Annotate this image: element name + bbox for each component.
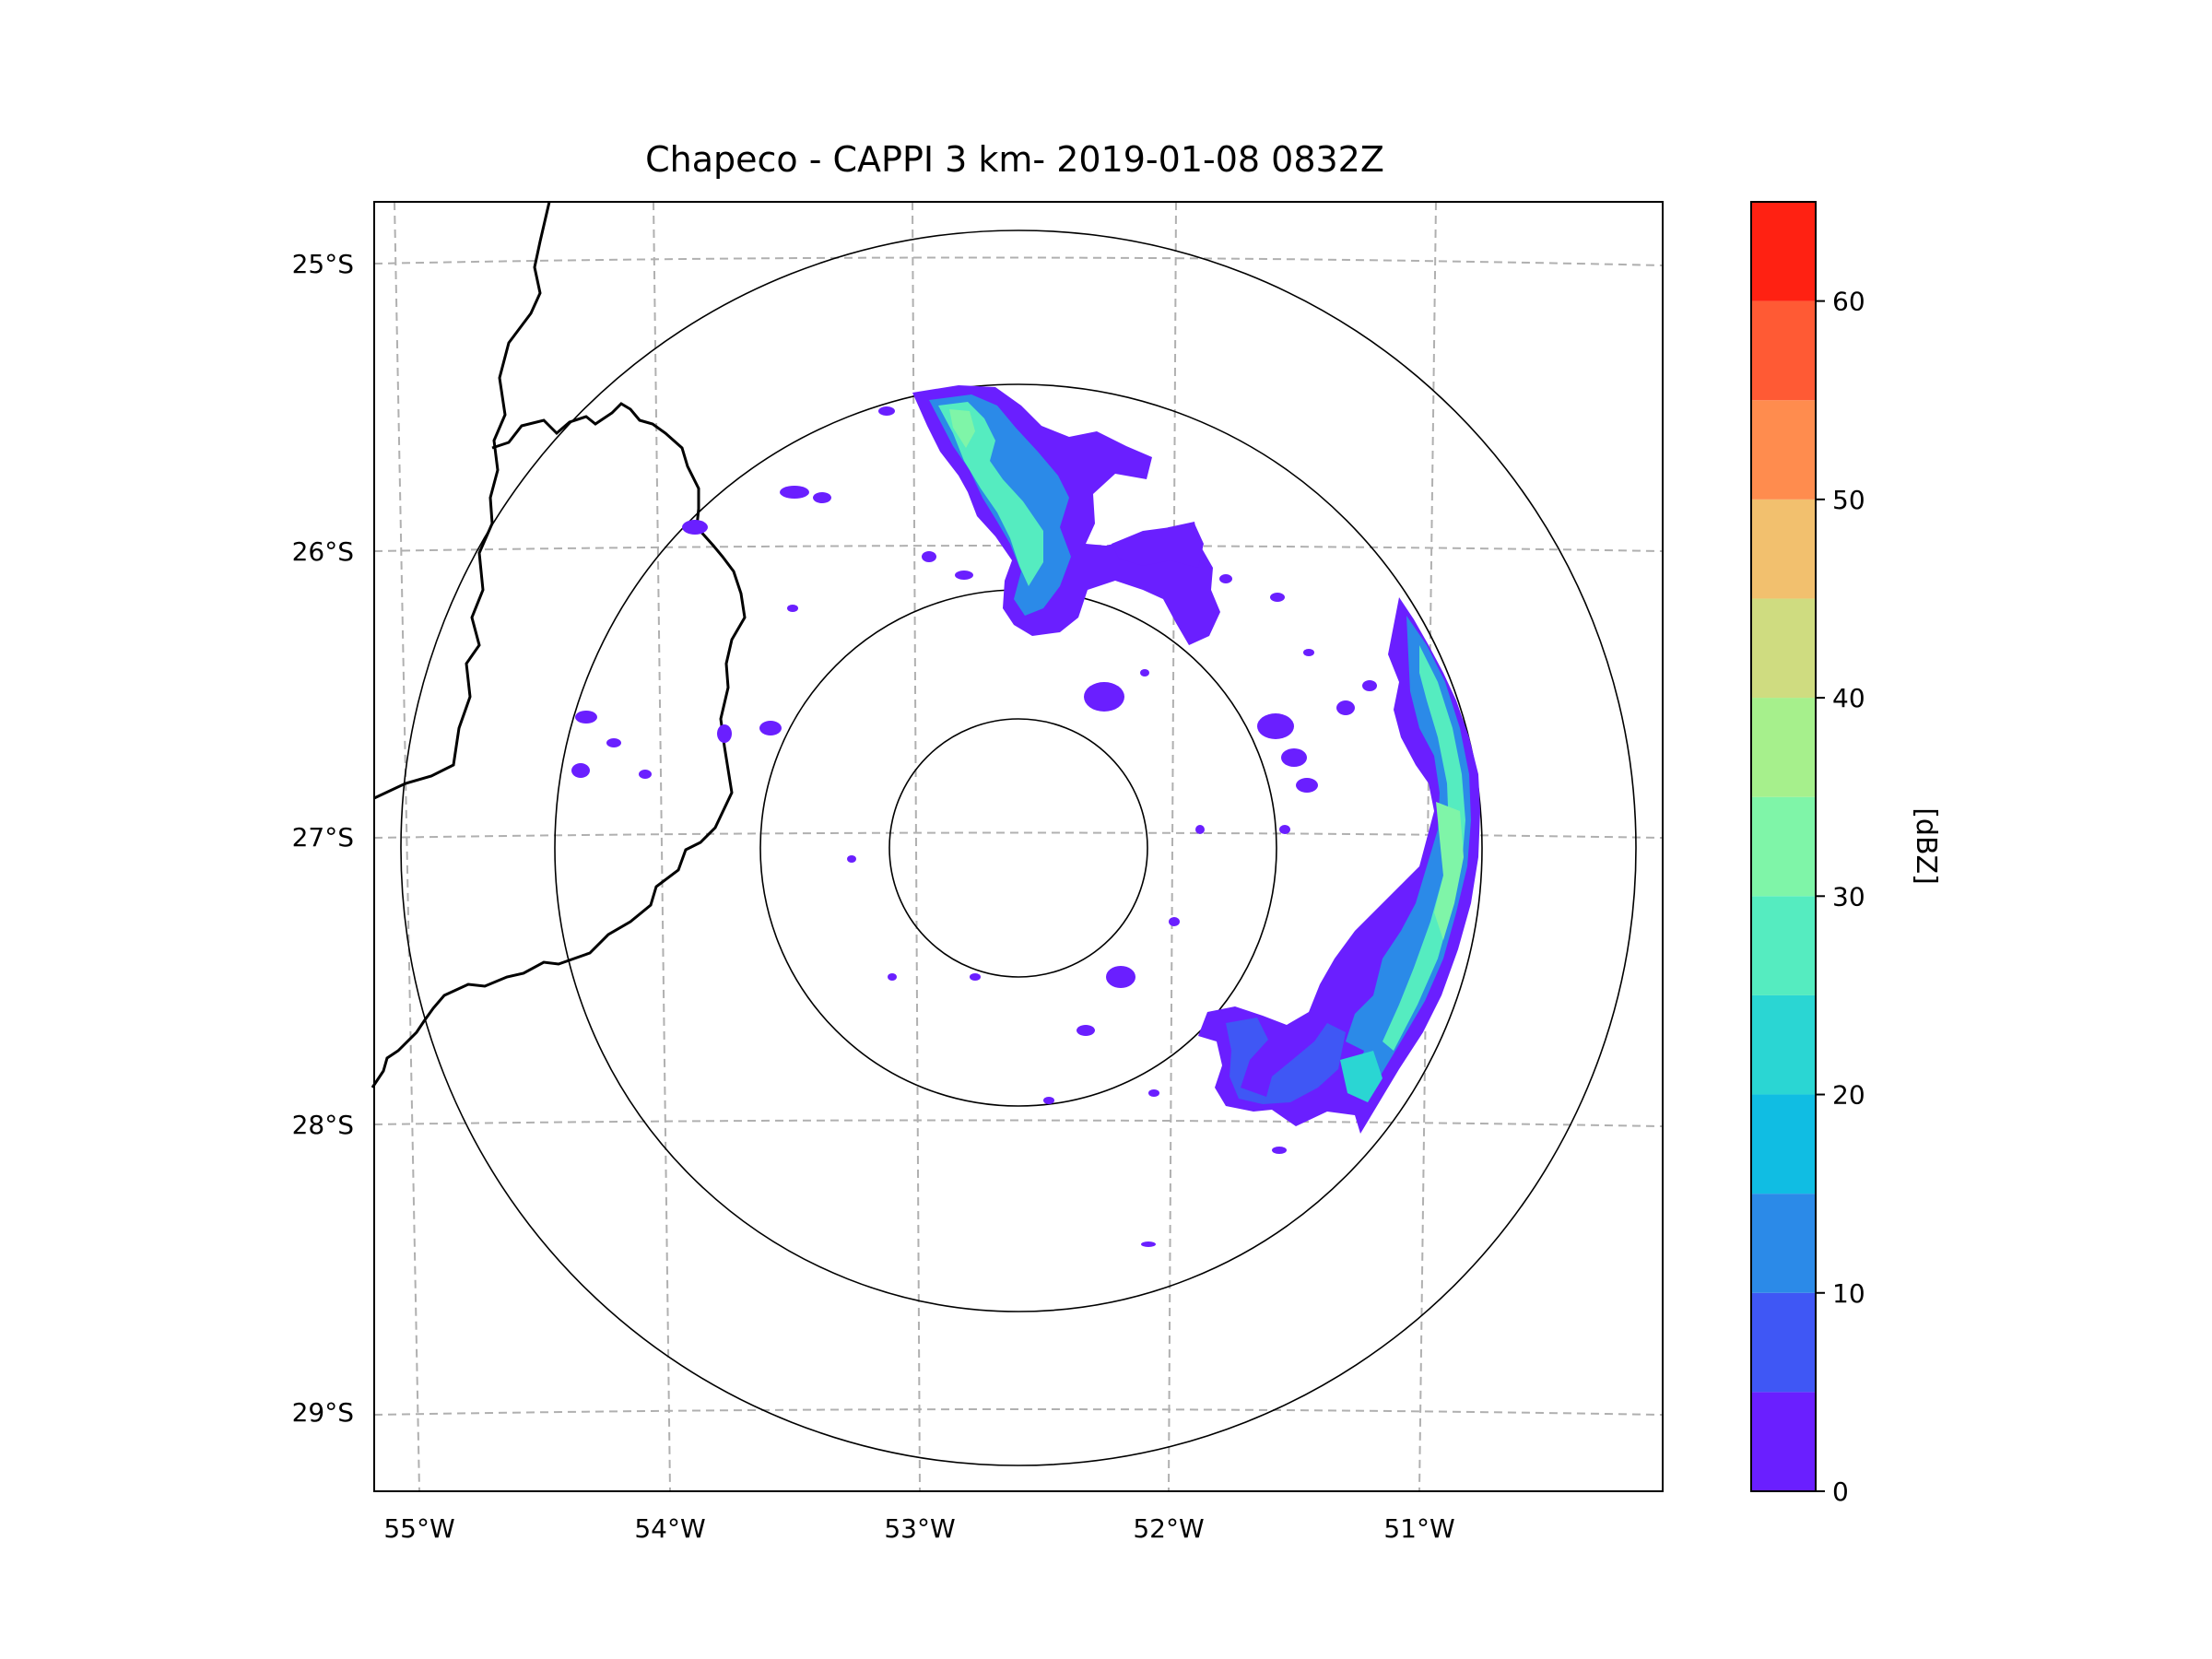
reflectivity-field — [571, 385, 1480, 1247]
echo-speck — [1303, 649, 1314, 656]
echo-speck — [922, 551, 936, 562]
echo-southeast-cluster — [1226, 1018, 1346, 1104]
echo-north-band-peak — [949, 409, 975, 448]
echo-speck — [1272, 1147, 1287, 1154]
echo-speck — [970, 973, 981, 981]
echo-speck — [1281, 748, 1307, 767]
colorbar-segment — [1751, 698, 1816, 797]
lat-label: 25°S — [292, 249, 354, 279]
echo-speck — [682, 520, 708, 535]
echo-speck — [717, 724, 732, 743]
colorbar-tick-label: 10 — [1832, 1278, 1865, 1309]
colorbar-segment — [1751, 598, 1816, 699]
colorbar-segments — [1751, 202, 1816, 1491]
range-rings — [400, 229, 1637, 1466]
colorbar-tick-label: 60 — [1832, 287, 1865, 317]
echo-speck — [1141, 1241, 1156, 1247]
colorbar-segment — [1751, 1292, 1816, 1393]
lon-label: 53°W — [884, 1513, 955, 1544]
longitude-labels: 55°W 54°W 53°W 52°W 51°W — [383, 1513, 1454, 1544]
colorbar-segment — [1751, 1392, 1816, 1491]
colorbar-segment — [1751, 796, 1816, 897]
colorbar-segment — [1751, 1194, 1816, 1293]
echo-speck — [1279, 825, 1290, 834]
gridline-lat-29 — [373, 1408, 1664, 1416]
border-misiones — [371, 402, 747, 1088]
echo-speck — [1106, 966, 1135, 988]
echo-east-band-core — [1382, 645, 1465, 1051]
echo-speck — [1219, 574, 1232, 583]
lon-label: 55°W — [383, 1513, 454, 1544]
map-frame — [373, 201, 1664, 1492]
echo-north-band-core — [938, 402, 1043, 586]
lon-label: 54°W — [634, 1513, 705, 1544]
range-ring-4 — [400, 229, 1637, 1466]
echo-speck — [759, 721, 782, 735]
echo-speck — [1169, 917, 1180, 926]
gridline-lon-53 — [912, 201, 921, 1492]
gridline-lat-28 — [373, 1119, 1664, 1127]
lon-label: 52°W — [1133, 1513, 1204, 1544]
colorbar-segment — [1751, 400, 1816, 500]
echo-southeast-core — [1340, 1051, 1382, 1102]
colorbar-segment — [1751, 300, 1816, 401]
echo-northeast-cluster — [1112, 524, 1204, 568]
echo-speck — [1257, 713, 1294, 739]
colorbar-segment — [1751, 202, 1816, 301]
echo-speck — [575, 711, 597, 724]
echo-speck — [847, 855, 856, 863]
colorbar-segment — [1751, 499, 1816, 599]
gridline-lon-55 — [394, 201, 420, 1492]
colorbar-segment — [1751, 994, 1816, 1095]
echo-speck — [1336, 700, 1355, 715]
echo-speck — [1296, 778, 1318, 793]
gridline-lat-25 — [373, 256, 1664, 266]
colorbar-tick-label: 0 — [1832, 1477, 1849, 1507]
lat-label: 26°S — [292, 536, 354, 567]
range-ring-1 — [888, 718, 1148, 978]
echo-speck — [955, 571, 973, 580]
colorbar-segment — [1751, 1094, 1816, 1194]
colorbar-segment — [1751, 896, 1816, 995]
echo-speck — [571, 763, 590, 778]
gridline-lon-51 — [1418, 201, 1437, 1492]
lat-label: 28°S — [292, 1110, 354, 1140]
colorbar-ticks: 0 10 20 30 40 50 60 — [1816, 287, 1865, 1507]
lat-label: 29°S — [292, 1397, 354, 1428]
map-panel — [371, 201, 1664, 1492]
echo-speck — [780, 486, 809, 499]
echo-speck — [1148, 1089, 1159, 1097]
gridline-lat-26 — [373, 545, 1664, 552]
echo-east-band-peak — [1434, 802, 1464, 940]
echo-speck — [888, 973, 897, 981]
echo-speck — [878, 406, 895, 416]
echo-speck — [1084, 682, 1124, 712]
gridline-lon-52 — [1168, 201, 1177, 1492]
lat-label: 27°S — [292, 822, 354, 853]
echo-speck — [1362, 680, 1377, 691]
colorbar-tick-label: 30 — [1832, 881, 1865, 912]
echo-speck — [1270, 593, 1285, 602]
latitude-labels: 25°S 26°S 27°S 28°S 29°S — [292, 249, 354, 1428]
echo-speck — [1077, 1025, 1095, 1036]
echo-speck — [1043, 1097, 1054, 1104]
echo-speck — [813, 492, 831, 503]
colorbar-label: [dBZ] — [1910, 807, 1942, 885]
scattered-echoes — [571, 406, 1377, 1247]
colorbar-tick-label: 20 — [1832, 1080, 1865, 1111]
colorbar-frame — [1750, 201, 1817, 1492]
echo-speck — [1195, 825, 1205, 834]
colorbar: 0 10 20 30 40 50 60 [dBZ] — [1750, 201, 1942, 1507]
colorbar-tick-label: 40 — [1832, 683, 1865, 713]
gridline-lon-54 — [653, 201, 671, 1492]
colorbar-tick-label: 50 — [1832, 485, 1865, 515]
lon-label: 51°W — [1383, 1513, 1454, 1544]
echo-speck — [787, 605, 798, 612]
echo-speck — [606, 738, 621, 747]
range-ring-3 — [554, 383, 1483, 1312]
echo-speck — [1140, 669, 1149, 677]
chart-title: Chapeco - CAPPI 3 km- 2019-01-08 0832Z — [645, 139, 1384, 180]
echo-speck — [639, 770, 652, 779]
